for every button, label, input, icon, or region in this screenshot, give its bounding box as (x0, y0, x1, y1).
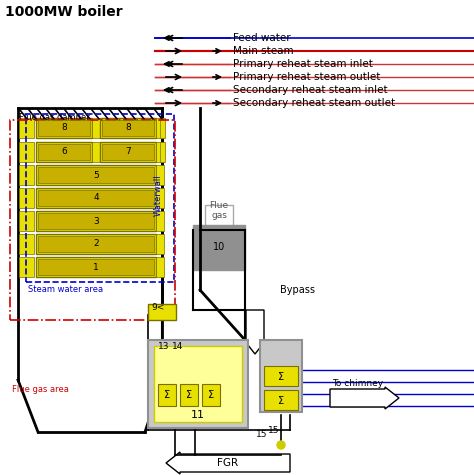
Text: Σ: Σ (186, 390, 192, 400)
Text: 2: 2 (93, 239, 99, 248)
Bar (156, 234, 164, 254)
Bar (148, 340, 248, 428)
Bar (19, 165, 34, 185)
Text: Flue
gas: Flue gas (210, 200, 228, 220)
Bar (38, 167, 154, 183)
Text: 11: 11 (191, 410, 205, 420)
Bar (38, 259, 154, 275)
Text: 5: 5 (93, 171, 99, 180)
Bar (156, 165, 164, 185)
Text: 9<: 9< (151, 303, 164, 312)
Text: Primary reheat steam outlet: Primary reheat steam outlet (233, 72, 380, 82)
Text: Σ: Σ (278, 372, 284, 382)
Bar (38, 144, 90, 160)
Bar (156, 257, 164, 277)
Circle shape (277, 441, 285, 449)
Bar (36, 257, 156, 277)
Bar (264, 390, 298, 410)
Bar (148, 304, 176, 320)
Bar (156, 211, 164, 231)
Text: 6: 6 (61, 148, 67, 156)
Bar (180, 384, 198, 406)
FancyArrow shape (330, 387, 399, 409)
Bar (158, 384, 176, 406)
Bar (100, 142, 156, 162)
FancyArrow shape (166, 452, 290, 474)
Bar (154, 346, 242, 422)
Text: Bypass: Bypass (280, 285, 315, 295)
Bar (102, 120, 154, 136)
Text: Main steam: Main steam (233, 46, 293, 56)
Bar (19, 142, 34, 162)
Bar (36, 118, 92, 138)
Text: To chimney: To chimney (332, 379, 383, 388)
Text: 8: 8 (61, 124, 67, 133)
Text: 13: 13 (158, 342, 170, 351)
Bar (202, 384, 220, 406)
Bar (156, 142, 164, 162)
Text: Flue gas damper: Flue gas damper (19, 113, 90, 122)
Text: Flue gas area: Flue gas area (12, 385, 69, 394)
Bar (260, 340, 302, 412)
Bar (26, 114, 174, 282)
Text: Steam water area: Steam water area (28, 285, 103, 294)
Text: 15: 15 (268, 426, 280, 435)
Text: FGR: FGR (218, 458, 238, 468)
Bar (19, 211, 34, 231)
Text: 14: 14 (172, 342, 183, 351)
Bar (19, 257, 34, 277)
Bar (10, 120, 175, 320)
Text: Secondary reheat steam outlet: Secondary reheat steam outlet (233, 98, 395, 108)
Text: 12: 12 (275, 398, 287, 408)
Text: Feed water: Feed water (233, 33, 291, 43)
Bar (38, 120, 90, 136)
Text: 15: 15 (256, 430, 267, 439)
Text: Σ: Σ (208, 390, 214, 400)
Bar (156, 188, 164, 208)
Text: Waterwall: Waterwall (154, 174, 163, 216)
Bar (38, 236, 154, 252)
Bar (264, 366, 298, 386)
Bar (36, 142, 92, 162)
Text: 4: 4 (93, 193, 99, 202)
Text: 10: 10 (213, 242, 225, 252)
Bar (102, 144, 154, 160)
Bar (19, 188, 34, 208)
Bar (205, 205, 233, 235)
Text: 7: 7 (125, 148, 131, 156)
Bar (38, 213, 154, 229)
Text: 1000MW boiler: 1000MW boiler (5, 5, 123, 19)
Text: Secondary reheat steam inlet: Secondary reheat steam inlet (233, 85, 388, 95)
Text: 3: 3 (93, 217, 99, 226)
Bar (38, 190, 154, 206)
Bar (160, 118, 165, 138)
Bar (193, 225, 245, 270)
Bar (92, 142, 100, 162)
Text: 1: 1 (93, 263, 99, 272)
Text: 8: 8 (125, 124, 131, 133)
Text: Σ: Σ (164, 390, 170, 400)
Bar (19, 234, 34, 254)
Bar (156, 118, 164, 138)
Text: Primary reheat steam inlet: Primary reheat steam inlet (233, 59, 373, 69)
Bar (160, 142, 165, 162)
Bar (100, 118, 156, 138)
Text: Σ: Σ (278, 396, 284, 406)
Bar (19, 118, 34, 138)
Bar (36, 211, 156, 231)
Bar (92, 118, 100, 138)
FancyArrow shape (244, 310, 266, 354)
Bar (36, 188, 156, 208)
Bar (36, 234, 156, 254)
Bar (36, 165, 156, 185)
